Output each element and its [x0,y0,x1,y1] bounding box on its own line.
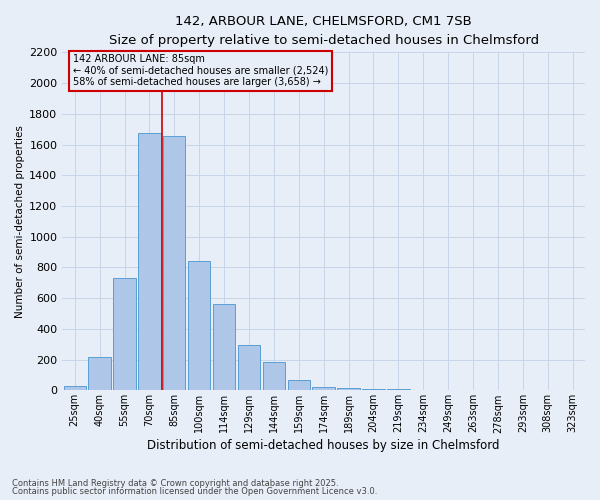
Bar [337,388,360,390]
Bar [188,262,211,390]
Bar [163,136,185,390]
Bar [238,345,260,391]
X-axis label: Distribution of semi-detached houses by size in Chelmsford: Distribution of semi-detached houses by … [148,440,500,452]
Text: Contains public sector information licensed under the Open Government Licence v3: Contains public sector information licen… [12,487,377,496]
Title: 142, ARBOUR LANE, CHELMSFORD, CM1 7SB
Size of property relative to semi-detached: 142, ARBOUR LANE, CHELMSFORD, CM1 7SB Si… [109,15,539,47]
Bar [113,278,136,390]
Bar [213,304,235,390]
Bar [287,380,310,390]
Bar [362,389,385,390]
Bar [64,386,86,390]
Y-axis label: Number of semi-detached properties: Number of semi-detached properties [15,125,25,318]
Bar [263,362,285,390]
Bar [88,356,111,390]
Text: Contains HM Land Registry data © Crown copyright and database right 2025.: Contains HM Land Registry data © Crown c… [12,478,338,488]
Text: 142 ARBOUR LANE: 85sqm
← 40% of semi-detached houses are smaller (2,524)
58% of : 142 ARBOUR LANE: 85sqm ← 40% of semi-det… [73,54,328,87]
Bar [138,133,161,390]
Bar [313,386,335,390]
Bar [387,389,410,390]
